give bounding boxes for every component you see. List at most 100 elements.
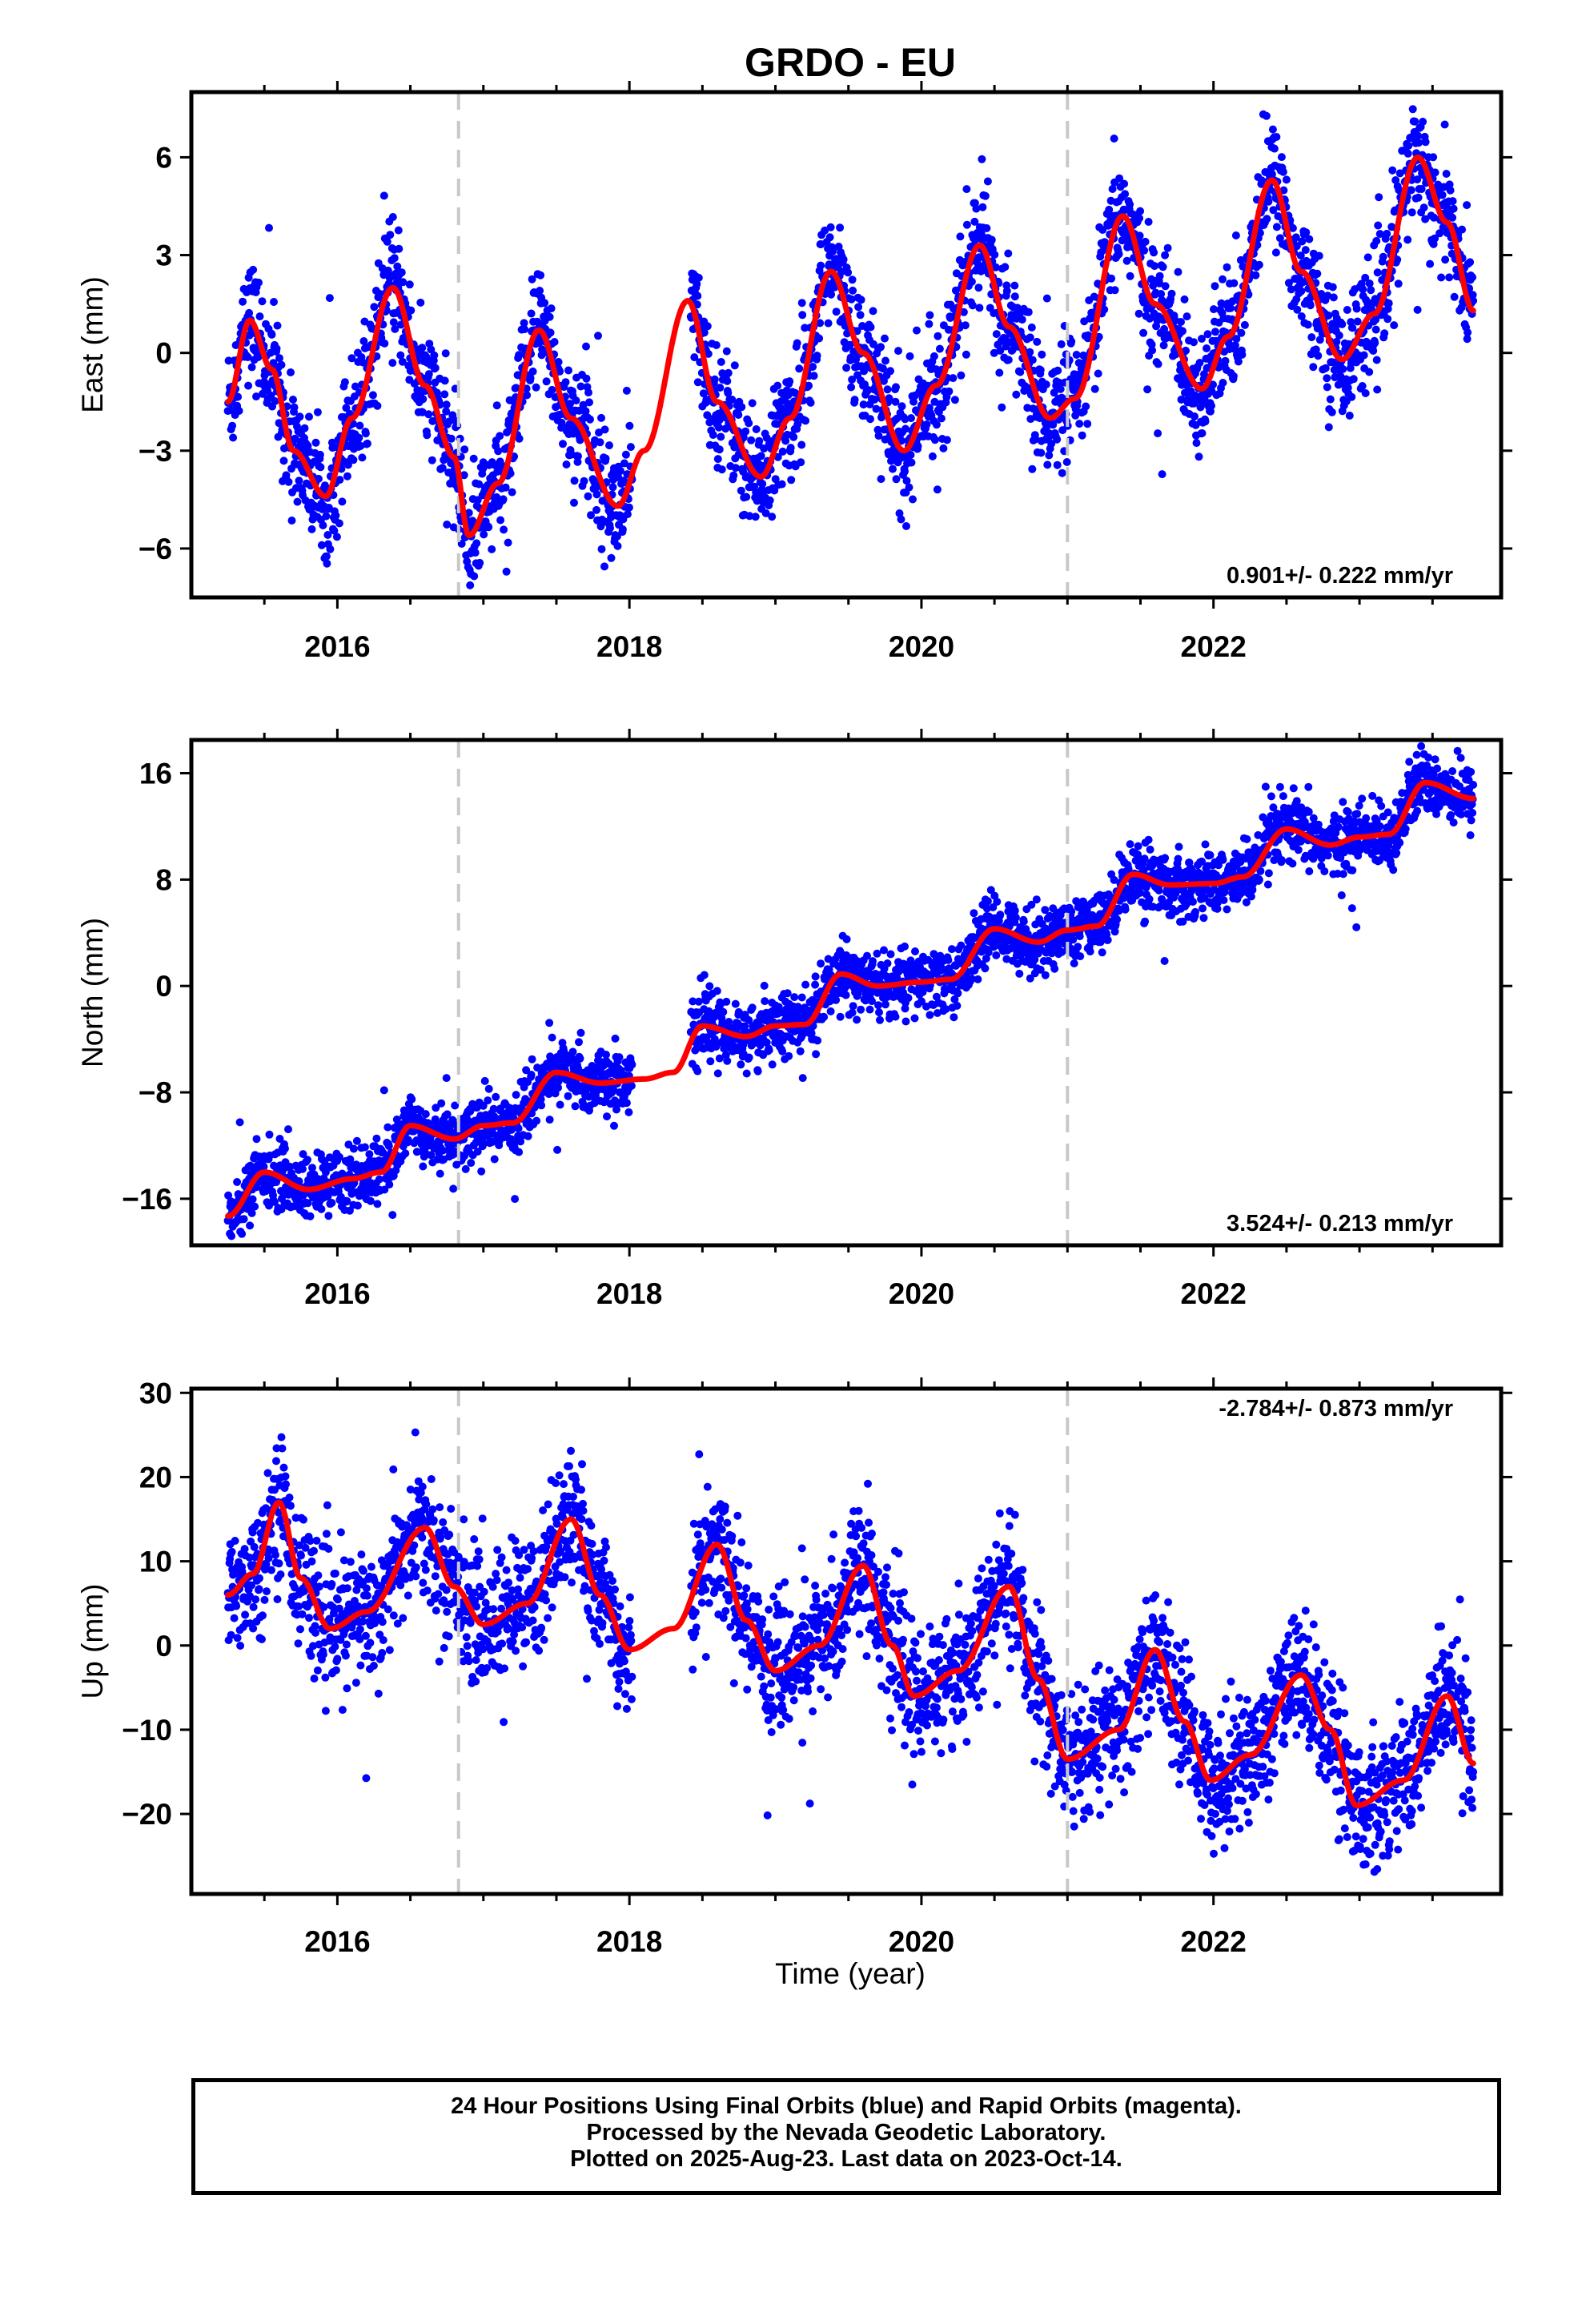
north-data-point — [700, 971, 709, 979]
east-data-point — [1419, 118, 1427, 126]
east-data-point — [1339, 364, 1347, 373]
east-data-point — [1394, 279, 1403, 288]
east-data-point — [390, 254, 399, 263]
east-data-point — [806, 398, 815, 407]
north-data-point — [785, 1051, 793, 1060]
east-data-point — [1028, 464, 1037, 473]
east-data-point — [933, 485, 942, 494]
north-data-point — [238, 1229, 247, 1238]
east-data-point — [492, 493, 501, 501]
east-data-point — [1407, 208, 1416, 217]
north-data-point — [327, 1199, 336, 1207]
east-data-point — [937, 414, 946, 423]
east-data-point — [1380, 329, 1389, 338]
east-data-point — [244, 381, 253, 390]
east-data-point — [1159, 341, 1168, 350]
north-data-point — [876, 1015, 884, 1024]
east-data-point — [307, 525, 316, 533]
east-data-point — [343, 472, 351, 480]
east-data-point — [500, 525, 508, 534]
north-data-point — [904, 994, 913, 1003]
east-data-point — [566, 400, 574, 408]
east-data-point — [592, 490, 601, 499]
east-data-point — [1234, 357, 1243, 366]
east-data-point — [1272, 133, 1281, 141]
east-data-point — [255, 312, 264, 321]
east-data-point — [832, 308, 841, 316]
east-data-point — [1110, 286, 1119, 295]
north-data-point — [281, 1144, 289, 1153]
east-data-point — [252, 392, 260, 401]
east-data-point — [592, 505, 600, 514]
east-data-point — [1167, 289, 1176, 298]
east-data-point — [272, 344, 281, 353]
east-data-point — [724, 368, 733, 377]
east-data-point — [1211, 282, 1219, 291]
north-data-point — [874, 1001, 882, 1010]
east-data-point — [1419, 203, 1428, 212]
north-data-point — [944, 955, 953, 964]
east-data-point — [1421, 138, 1430, 147]
east-data-point — [909, 495, 917, 504]
north-data-point — [875, 1008, 883, 1017]
east-data-point — [1198, 429, 1207, 437]
north-data-point — [436, 1169, 444, 1178]
east-data-point — [1083, 420, 1092, 428]
north-data-point — [812, 1050, 821, 1059]
north-data-point — [571, 1102, 580, 1111]
east-data-point — [1442, 170, 1451, 178]
east-data-point — [925, 320, 934, 328]
north-data-point — [811, 980, 820, 989]
north-data-point — [1010, 907, 1019, 915]
east-data-point — [990, 251, 999, 259]
north-data-point — [235, 1118, 244, 1127]
east-data-point — [1338, 320, 1347, 328]
east-data-point — [247, 363, 256, 372]
east-data-point — [1161, 251, 1170, 259]
east-data-point — [716, 384, 725, 392]
east-y-tick-label: 0 — [155, 337, 172, 370]
east-data-point — [913, 442, 922, 451]
east-data-point — [440, 376, 449, 385]
north-data-point — [366, 1196, 375, 1205]
east-data-point — [1429, 153, 1438, 162]
east-data-point — [850, 396, 859, 404]
east-data-point — [1404, 142, 1413, 150]
east-data-point — [358, 453, 367, 462]
east-data-point — [601, 454, 610, 463]
east-data-point — [957, 371, 966, 380]
east-data-point — [1178, 327, 1186, 336]
east-data-point — [476, 558, 484, 567]
east-data-point — [797, 299, 806, 308]
east-data-point — [1191, 412, 1199, 420]
east-data-point — [866, 415, 874, 424]
north-data-point — [303, 1156, 311, 1164]
east-data-point — [1219, 275, 1227, 283]
east-data-point — [340, 378, 349, 387]
north-data-point — [1011, 913, 1020, 922]
east-data-point — [700, 328, 709, 337]
north-data-point — [768, 1060, 777, 1069]
east-data-point — [1201, 417, 1210, 426]
east-x-tick-label: 2016 — [304, 630, 370, 663]
east-data-point — [892, 383, 900, 392]
north-data-point — [388, 1211, 397, 1220]
east-data-point — [842, 364, 851, 372]
east-data-point — [1223, 263, 1231, 271]
east-data-point — [1445, 273, 1454, 282]
north-data-point — [379, 1086, 388, 1095]
north-data-point — [841, 991, 850, 999]
east-data-point — [886, 367, 894, 376]
east-data-point — [1301, 246, 1310, 255]
east-data-point — [1024, 308, 1033, 316]
north-data-point — [873, 949, 881, 958]
east-data-point — [1314, 352, 1323, 360]
north-data-point — [992, 951, 1001, 959]
east-data-point — [1158, 470, 1166, 479]
east-data-point — [1361, 389, 1370, 397]
north-data-point — [611, 1034, 620, 1043]
east-data-point — [942, 436, 951, 444]
east-data-point — [1114, 250, 1123, 259]
east-data-point — [751, 513, 760, 521]
